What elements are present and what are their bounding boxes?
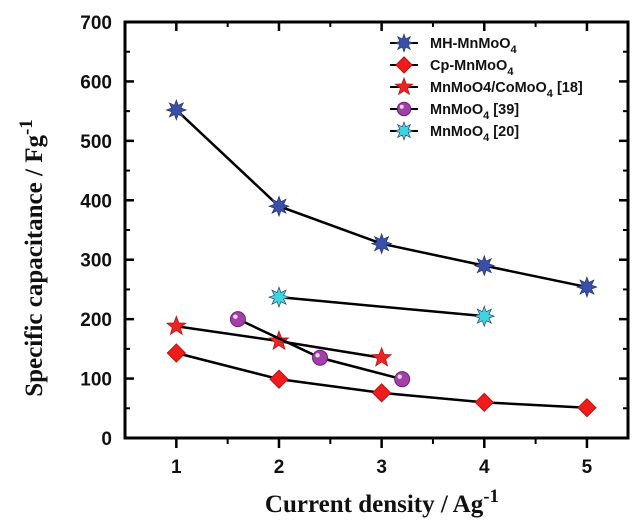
plot-area [165, 99, 598, 418]
legend-label-name: MnMoO [430, 124, 483, 140]
data-point-s4-1 [473, 305, 496, 328]
data-point-s0-0 [165, 99, 188, 121]
y-tick-label: 100 [80, 370, 112, 391]
legend-label-sub: 4 [511, 44, 518, 56]
legend-label-sub: 4 [547, 88, 554, 100]
data-point-s1-1 [269, 369, 289, 389]
data-point-s1-2 [371, 383, 392, 403]
legend-label-suffix: [18] [553, 80, 583, 96]
legend-label-4: MnMoO4 [20] [430, 124, 519, 144]
legend-label-name: MnMoO4/CoMoO [430, 80, 547, 96]
legend-label-name: Cp-MnMoO [430, 58, 507, 74]
legend-marker-1 [395, 56, 413, 74]
data-point-s0-1 [268, 195, 290, 218]
legend-label-name: MnMoO [430, 102, 483, 118]
legend-marker-0 [394, 33, 414, 53]
series-line-4 [278, 295, 485, 318]
y-tick-label: 700 [80, 13, 112, 34]
legend-label-suffix: [20] [489, 124, 519, 140]
y-tick-label: 500 [80, 132, 112, 153]
data-point-s0-4 [576, 276, 598, 298]
data-point-s3-1-body [312, 349, 329, 366]
legend-label-name: MH-MnMoO [430, 36, 511, 52]
data-point-s3-1-highlight [315, 353, 320, 358]
series-line-0 [175, 109, 588, 289]
data-point-s3-0-highlight [233, 314, 238, 319]
y-tick-label: 400 [80, 191, 112, 212]
data-point-s2-0 [165, 315, 187, 336]
legend-label-0: MH-MnMoO4 [430, 36, 518, 56]
x-tick-label: 4 [479, 457, 490, 478]
y-tick-label: 0 [101, 429, 112, 450]
legend-label-suffix: [39] [489, 102, 519, 118]
data-point-s3-0-body [229, 311, 246, 328]
legend-marker-3-highlight [399, 104, 404, 109]
legend-label-2: MnMoO4/CoMoO4 [18] [430, 80, 583, 100]
data-point-s4-0 [268, 286, 290, 309]
data-point-s3-2-highlight [397, 374, 402, 379]
legend-label-sub: 4 [507, 66, 514, 78]
data-point-s1-0 [166, 343, 187, 363]
x-axis-title: Current density / Ag-1 [265, 486, 499, 518]
data-point-s3-2 [394, 371, 411, 388]
y-axis-title: Specific capacitance / Fg-1 [16, 119, 48, 397]
axes: 0 100 200 300 400 500 600 700 1 2 3 4 5 [80, 13, 630, 478]
legend-label-sub: 4 [483, 110, 490, 122]
data-point-s2-1 [268, 329, 290, 351]
series-line-3 [237, 318, 403, 381]
y-tick-label: 300 [80, 251, 112, 272]
x-tick-label: 3 [376, 457, 387, 478]
data-point-s3-2-body [394, 371, 411, 388]
legend-label-3: MnMoO4 [39] [430, 102, 519, 122]
legend-marker-4 [394, 121, 414, 141]
data-point-s3-0 [229, 311, 246, 328]
x-tick-label: 2 [274, 457, 285, 478]
y-tick-label: 200 [80, 310, 112, 331]
y-tick-label: 600 [80, 72, 112, 93]
data-point-s0-2 [370, 232, 393, 255]
legend-marker-3-body [396, 101, 412, 117]
data-point-s1-3 [474, 392, 494, 413]
x-tick-label: 5 [582, 457, 593, 478]
legend-label-1: Cp-MnMoO4 [430, 58, 514, 78]
legend-label-sub: 4 [483, 132, 490, 144]
x-tick-label: 1 [171, 457, 182, 478]
legend-marker-2 [394, 76, 414, 96]
data-point-s0-3 [473, 254, 496, 277]
legend-marker-3 [396, 101, 412, 117]
data-point-s2-2 [371, 346, 393, 367]
data-point-s1-4 [577, 397, 597, 418]
data-point-s3-1 [312, 349, 329, 366]
